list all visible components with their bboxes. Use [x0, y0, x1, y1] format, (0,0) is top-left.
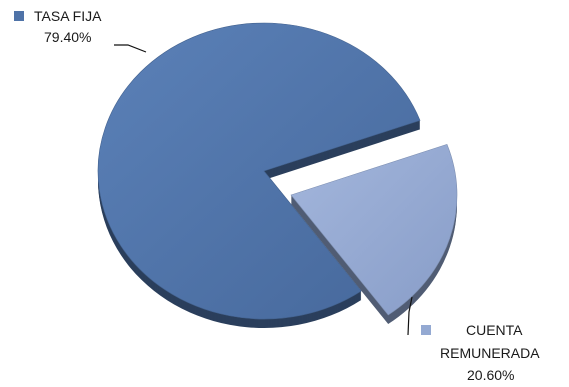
cuenta-remunerada-leader-line	[407, 296, 413, 336]
cuenta-remunerada-legend-swatch	[421, 325, 431, 335]
tasa-fija-slice	[97, 22, 421, 320]
tasa-fija-value-label: 79.40%	[44, 29, 92, 45]
cuenta-remunerada-label-line2: REMUNERADA	[440, 345, 540, 361]
tasa-fija-label: TASA FIJA	[34, 8, 102, 24]
cuenta-remunerada-slice	[290, 144, 458, 316]
tasa-fija-leader-line	[114, 44, 147, 53]
tasa-fija-legend-swatch	[14, 11, 24, 21]
cuenta-remunerada-value-label: 20.60%	[467, 367, 515, 383]
cuenta-remunerada-label-line1: CUENTA	[466, 322, 523, 338]
